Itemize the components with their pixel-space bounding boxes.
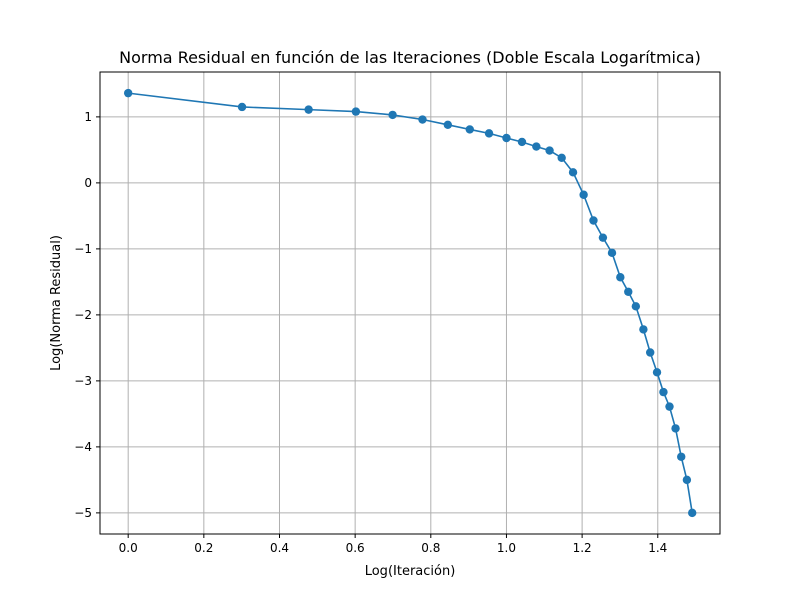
data-point [652, 368, 662, 377]
data-point [646, 348, 655, 357]
x-tick-label: 1.2 [573, 541, 592, 555]
y-tick-label: 1 [84, 110, 92, 124]
y-tick-label: −1 [74, 242, 92, 256]
x-tick-label: 1.0 [497, 541, 516, 555]
grid-lines [100, 72, 720, 534]
data-point [351, 107, 361, 116]
data-point [557, 153, 566, 162]
data-point [568, 168, 578, 177]
data-point [598, 233, 608, 242]
data-point [616, 273, 625, 282]
data-point [502, 133, 511, 143]
y-tick-label: −4 [74, 440, 92, 454]
data-point [388, 110, 397, 120]
y-axis-ticks: 1 0 −1 −2 −3 −4 −5 [74, 110, 100, 520]
y-tick-label: −2 [74, 308, 92, 322]
x-tick-label: 0.4 [270, 541, 289, 555]
data-point [682, 475, 692, 485]
data-point [304, 105, 313, 114]
data-point [532, 142, 541, 151]
data-point [665, 402, 674, 411]
x-tick-label: 0.0 [119, 541, 138, 555]
data-point [579, 190, 588, 199]
data-point [589, 216, 598, 225]
data-point [631, 302, 641, 311]
y-axis-label: Log(Norma Residual) [49, 235, 64, 371]
data-point [687, 508, 697, 518]
chart-title: Norma Residual en función de las Iteraci… [119, 48, 701, 67]
data-point [659, 387, 668, 397]
data-point [624, 287, 633, 296]
y-tick-label: −5 [74, 506, 92, 520]
y-tick-label: −3 [74, 374, 92, 388]
data-point [418, 115, 427, 124]
y-tick-label: 0 [84, 176, 92, 190]
x-axis-ticks: 0.0 0.2 0.4 0.6 0.8 1.0 1.2 1.4 [119, 534, 667, 555]
data-point [607, 248, 617, 258]
data-point [545, 146, 554, 155]
data-point [484, 129, 494, 138]
data-point [443, 120, 453, 129]
data-point [671, 424, 680, 433]
data-point [677, 452, 686, 461]
plot-frame [99, 71, 721, 535]
data-point [123, 88, 133, 98]
x-tick-label: 0.2 [194, 541, 213, 555]
data-point [465, 125, 474, 134]
x-tick-label: 0.6 [346, 541, 365, 555]
x-tick-label: 0.8 [421, 541, 440, 555]
data-point [639, 325, 648, 334]
data-points [123, 88, 697, 518]
x-tick-label: 1.4 [648, 541, 667, 555]
data-point [237, 102, 247, 112]
x-axis-label: Log(Iteración) [365, 564, 456, 579]
data-point [517, 137, 527, 147]
